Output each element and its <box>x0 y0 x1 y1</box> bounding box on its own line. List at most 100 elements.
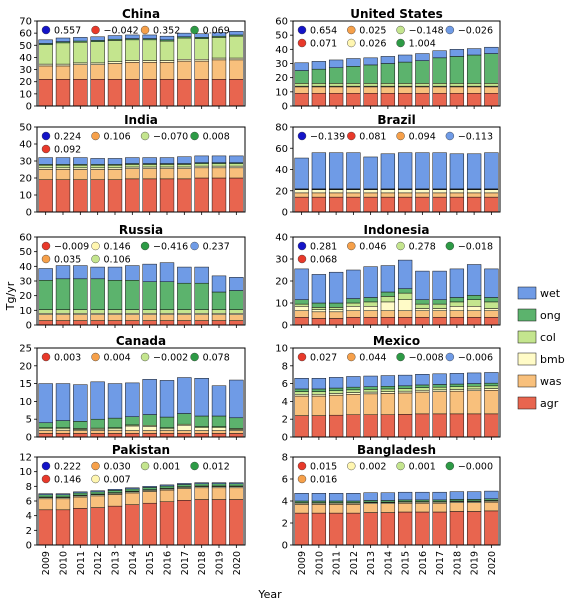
brazil-bar-agr-2013 <box>364 197 378 212</box>
russia-bar-was-2013 <box>108 315 122 321</box>
mexico-bar-wet-2018 <box>450 373 464 384</box>
india-bar-col-2012 <box>91 165 105 168</box>
russia-bar-wet-2020 <box>229 277 243 290</box>
indonesia-bar-agr-2015 <box>398 317 412 325</box>
canada-bar-wet-2019 <box>212 386 226 416</box>
canada-bar-was-2018 <box>195 431 209 434</box>
canada-bar-ong-2011 <box>73 421 87 428</box>
china-bar-was-2009 <box>39 66 53 79</box>
china-bar-was-2018 <box>195 61 209 79</box>
russia-bar-agr-2018 <box>195 321 209 325</box>
india-trend-value-ong: 0.008 <box>203 132 230 143</box>
russia-bar-col-2013 <box>108 310 122 314</box>
china-bar-was-2014 <box>125 62 139 79</box>
bangladesh-bar-was-2017 <box>433 503 447 512</box>
united-states-trend-marker-dark <box>298 26 306 34</box>
china-trend-value-was: 0.352 <box>153 26 180 37</box>
canada-bar-ong-2016 <box>160 417 174 428</box>
mexico-bar-was-2012 <box>346 394 360 414</box>
mexico-bar-ong-2019 <box>467 384 481 387</box>
y-axis-label: Tg/yr <box>4 281 17 311</box>
russia-bar-wet-2014 <box>125 266 139 281</box>
mexico-bar-wet-2011 <box>329 377 343 388</box>
bangladesh-bar-wet-2013 <box>364 493 378 501</box>
mexico-bar-ong-2013 <box>364 387 378 390</box>
india-bar-col-2016 <box>160 164 174 167</box>
china-bar-agr-2014 <box>125 79 139 106</box>
mexico-bar-wet-2019 <box>467 373 481 384</box>
canada-ytick-label: 20 <box>19 361 32 372</box>
mexico-bar-agr-2015 <box>398 414 412 437</box>
china-bar-bmb-2015 <box>143 60 157 62</box>
mexico-bar-ong-2018 <box>450 384 464 387</box>
india-bar-col-2011 <box>73 165 87 168</box>
bangladesh-bar-agr-2009 <box>295 513 309 545</box>
bangladesh-bar-was-2016 <box>415 503 429 512</box>
brazil-ytick-label: 20 <box>275 186 288 197</box>
bangladesh-xtick-label: 2011 <box>332 551 343 575</box>
mexico-trend-marker-ong <box>397 353 405 361</box>
china-bar-agr-2017 <box>177 79 191 106</box>
brazil-bar-was-2011 <box>329 193 343 197</box>
indonesia-bar-bmb-2010 <box>312 310 326 312</box>
bangladesh-bar-was-2009 <box>295 504 309 513</box>
bangladesh-xtick-label: 2014 <box>383 551 394 575</box>
pakistan-xtick-label: 2019 <box>215 551 226 575</box>
russia-trend-marker-col <box>92 255 100 263</box>
russia-bar-was-2018 <box>195 315 209 321</box>
canada-bar-ong-2012 <box>91 419 105 428</box>
india-bar-bmb-2020 <box>229 166 243 168</box>
pakistan-bar-agr-2016 <box>160 502 174 545</box>
united-states-bar-was-2009 <box>295 87 309 93</box>
legend-swatch-bmb <box>518 353 536 365</box>
india-bar-was-2017 <box>177 169 191 179</box>
canada-ytick-label: 15 <box>19 379 32 390</box>
pakistan-bar-was-2013 <box>108 494 122 506</box>
united-states-bar-ong-2010 <box>312 69 326 83</box>
canada-bar-was-2013 <box>108 431 122 434</box>
brazil-bar-agr-2010 <box>312 197 326 212</box>
india-bar-was-2010 <box>56 170 70 180</box>
india-trend-value-dark: 0.224 <box>54 132 81 143</box>
united-states-bar-wet-2016 <box>415 54 429 61</box>
brazil-bar-was-2018 <box>450 193 464 197</box>
china-bar-agr-2015 <box>143 79 157 106</box>
united-states-bar-wet-2013 <box>364 58 378 65</box>
brazil-trend-value-wet: −0.113 <box>458 132 493 143</box>
united-states-bar-ong-2009 <box>295 71 309 84</box>
mexico-bar-ong-2015 <box>398 386 412 389</box>
united-states-bar-col-2019 <box>467 83 481 86</box>
canada-bar-agr-2019 <box>212 433 226 437</box>
pakistan-bar-ong-2020 <box>229 484 243 486</box>
india-bar-wet-2010 <box>56 158 70 165</box>
russia-bar-was-2010 <box>56 315 70 321</box>
bangladesh-bar-was-2013 <box>364 504 378 513</box>
mexico-bar-agr-2011 <box>329 415 343 437</box>
india-bar-agr-2009 <box>39 180 53 212</box>
china-ytick-label: 20 <box>19 77 32 88</box>
indonesia-bar-bmb-2012 <box>346 306 360 310</box>
china-bar-col-2020 <box>229 36 243 58</box>
canada-bar-agr-2012 <box>91 433 105 437</box>
united-states-bar-agr-2019 <box>467 93 481 106</box>
mexico-bar-col-2014 <box>381 389 395 392</box>
brazil-bar-agr-2018 <box>450 197 464 212</box>
russia-bar-agr-2010 <box>56 321 70 325</box>
mexico-ytick-label: 6 <box>282 379 288 390</box>
canada-bar-ong-2019 <box>212 416 226 427</box>
bangladesh-bar-agr-2017 <box>433 512 447 545</box>
mexico-bar-was-2019 <box>467 391 481 414</box>
indonesia-bar-col-2020 <box>484 302 498 309</box>
china-bar-was-2011 <box>73 65 87 80</box>
indonesia-bar-was-2017 <box>433 311 447 318</box>
canada-ytick-label: 25 <box>19 344 32 355</box>
indonesia-bar-ong-2019 <box>467 295 481 299</box>
china-bar-was-2013 <box>108 64 122 80</box>
india-ytick-label: 50 <box>19 123 32 134</box>
indonesia-bar-agr-2011 <box>329 318 343 325</box>
india-bar-agr-2014 <box>125 179 139 212</box>
mexico-bar-ong-2014 <box>381 386 395 389</box>
indonesia-bar-bmb-2017 <box>433 309 447 311</box>
india-bar-was-2011 <box>73 170 87 180</box>
brazil-bar-bmb-2018 <box>450 190 464 193</box>
